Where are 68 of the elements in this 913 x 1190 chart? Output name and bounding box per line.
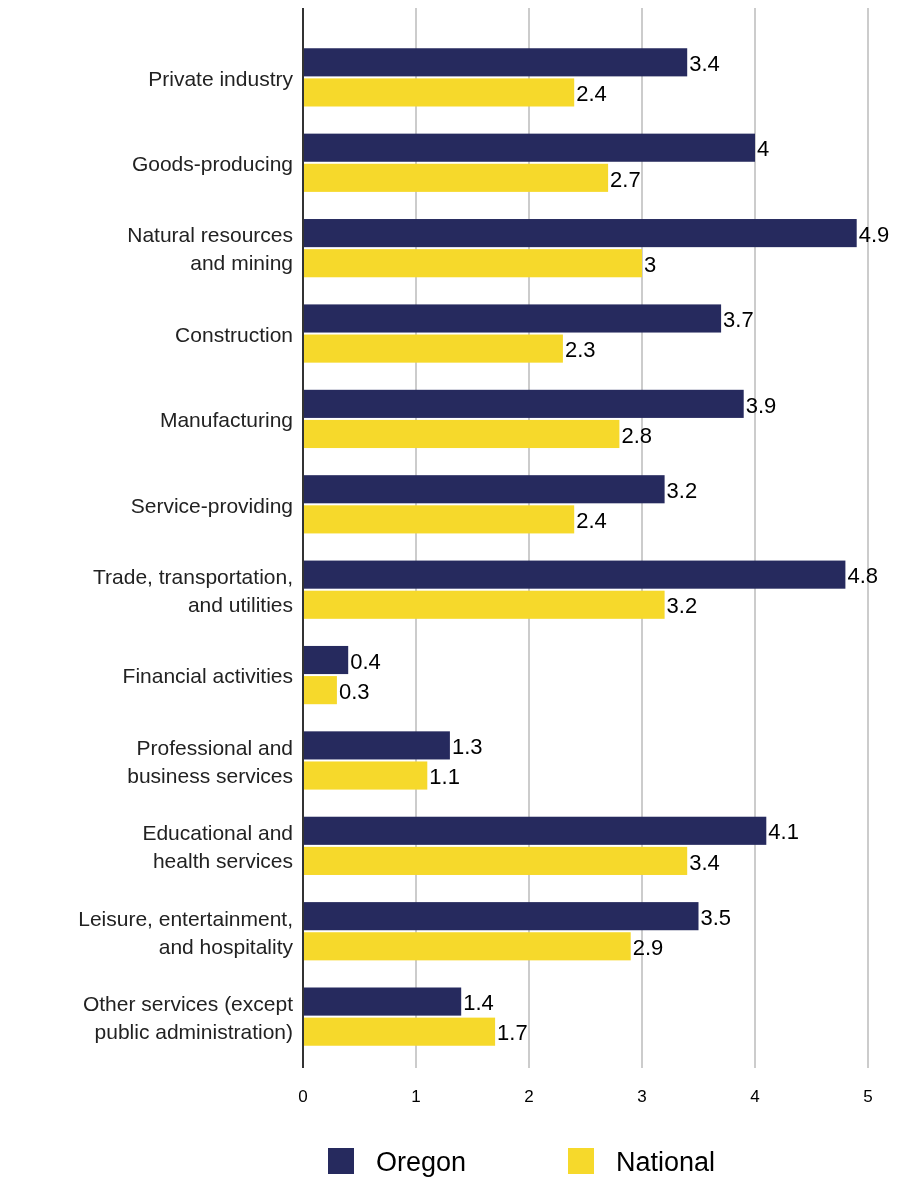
y-tick-label: Professional and business services [127, 735, 293, 787]
x-tick-label: 4 [750, 1087, 760, 1106]
data-label: 2.9 [632, 935, 664, 960]
data-label: 2.3 [564, 337, 596, 363]
data-label: 1.4 [463, 990, 494, 1016]
bar [303, 219, 857, 248]
y-tick-label: Financial activities [122, 664, 293, 688]
bar [303, 304, 722, 333]
bar [303, 334, 563, 363]
x-tick-label: 5 [863, 1087, 873, 1106]
bar [303, 419, 620, 449]
bar [303, 676, 337, 705]
data-label: 2.4 [576, 81, 607, 107]
data-label: 3 [644, 251, 657, 277]
x-tick-label: 0 [298, 1087, 308, 1106]
bar [303, 389, 744, 418]
x-tick-label: 2 [524, 1087, 534, 1106]
y-tick-label: Trade, transportation, and utilities [93, 565, 293, 617]
data-label: 0.4 [350, 648, 381, 674]
data-label: 1.3 [451, 734, 483, 760]
data-label: 2.7 [610, 166, 641, 192]
bar [303, 590, 665, 619]
data-label: 3.7 [723, 307, 754, 333]
bar [303, 505, 575, 534]
bar [303, 163, 609, 192]
x-tick-label: 1 [411, 1087, 421, 1106]
bar [303, 731, 450, 760]
data-label: 2.4 [576, 508, 607, 534]
data-label: 3.2 [666, 477, 698, 503]
bar [303, 133, 755, 162]
data-label: 4 [757, 136, 770, 162]
bar [303, 475, 665, 504]
bar [303, 645, 349, 675]
data-label: 3.4 [689, 51, 720, 77]
data-label: 3.9 [745, 392, 777, 418]
data-label: 3.2 [666, 593, 698, 619]
legend-label: National [616, 1147, 716, 1178]
bar [303, 816, 767, 845]
bar [303, 249, 642, 278]
data-label: 4.8 [847, 563, 878, 589]
bar [303, 761, 428, 790]
y-tick-label: Goods-producing [131, 152, 293, 176]
bar [303, 48, 688, 77]
legend-label: Oregon [376, 1147, 467, 1178]
data-label: 0.3 [338, 678, 370, 704]
bar [303, 846, 688, 875]
data-label: 3.4 [689, 849, 720, 875]
data-label: 2.8 [621, 422, 652, 448]
bar [303, 902, 699, 931]
y-tick-label: Leisure, entertainment, and hospitality [78, 906, 294, 958]
y-tick-label: Natural resources and mining [127, 223, 293, 275]
bar [303, 78, 575, 107]
y-tick-label: Manufacturing [159, 408, 293, 432]
y-tick-label: Service-providing [130, 493, 293, 517]
y-tick-label: Educational and health services [142, 821, 293, 873]
bar [303, 560, 846, 589]
data-label: 1.7 [497, 1020, 528, 1046]
data-label: 4.9 [858, 221, 890, 247]
data-label: 1.1 [429, 764, 460, 790]
data-label: 3.5 [700, 904, 732, 930]
y-tick-label: Private industry [148, 66, 294, 90]
x-tick-label: 3 [637, 1087, 647, 1106]
y-tick-label: Construction [175, 322, 293, 346]
data-label: 4.1 [768, 819, 799, 845]
bar [303, 1017, 496, 1046]
y-tick-label: Other services (except public administration) [82, 991, 294, 1043]
bar [303, 987, 462, 1016]
bar [303, 932, 631, 961]
